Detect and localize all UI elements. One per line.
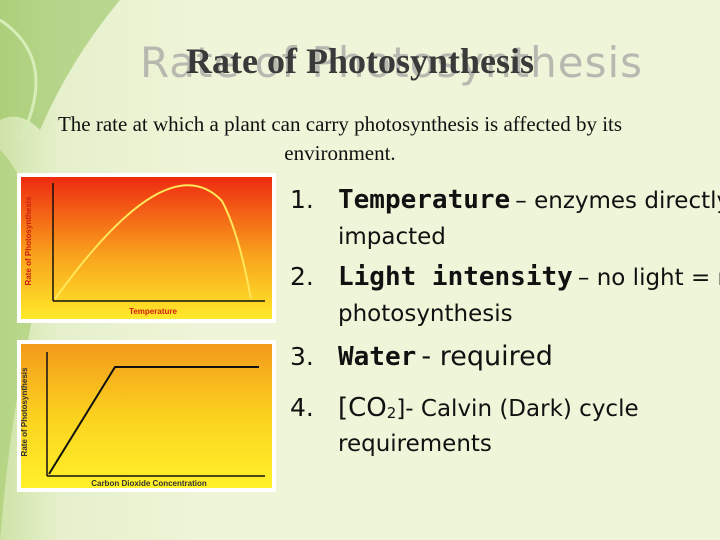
list-item: 2. Light intensity – no light = no photos… (290, 260, 720, 333)
list-item: 3. Water - required (290, 340, 720, 377)
item-subscript: 2 (386, 404, 397, 422)
x-axis-label: Temperature (129, 307, 177, 316)
item-text: - required (421, 341, 553, 372)
item-number: 4. (290, 393, 314, 422)
item-number: 1. (290, 185, 314, 214)
y-axis-label: Rate of Photosynthesis (20, 367, 29, 456)
item-text: – no light = no photosynthesis (338, 265, 720, 327)
item-term: Light intensity (338, 262, 573, 292)
item-text: ]- Calvin (Dark) cycle requirements (338, 396, 639, 457)
item-number: 2. (290, 262, 314, 291)
list-item: 4. [CO2]- Calvin (Dark) cycle requirement… (290, 392, 720, 461)
item-term: Water (338, 342, 417, 372)
title: Rate of Photosynthesis (186, 41, 534, 81)
item-term: [CO (338, 393, 387, 423)
title-shadow: Rate of Photosynthesis (140, 38, 644, 87)
x-axis-label: Carbon Dioxide Concentration (91, 479, 207, 488)
item-number: 3. (290, 342, 314, 371)
y-axis-label: Rate of Photosynthesis (24, 196, 33, 285)
temperature-graph: Rate of Photosynthesis Temperature (17, 173, 276, 323)
item-text: – enzymes directly impacted (338, 188, 720, 250)
item-term: Temperature (338, 185, 511, 215)
co2-graph: Rate of Photosynthesis Carbon Dioxide Co… (17, 340, 276, 492)
intro-text: The rate at which a plant can carry phot… (57, 112, 623, 165)
list-item: 1. Temperature – enzymes directly impacte… (290, 183, 720, 256)
